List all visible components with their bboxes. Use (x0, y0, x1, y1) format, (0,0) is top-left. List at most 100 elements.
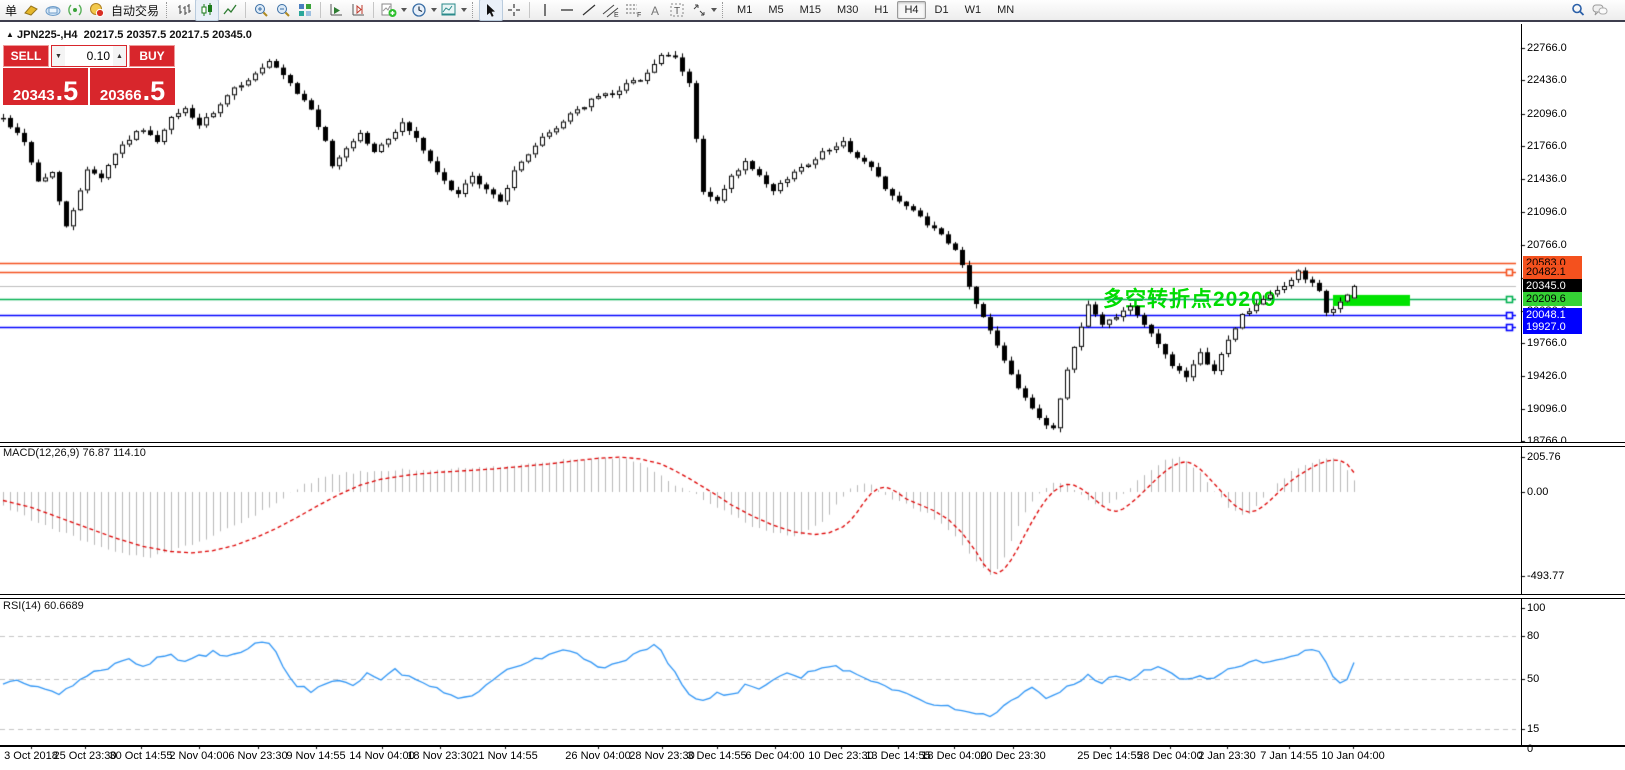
crosshair-icon[interactable] (503, 0, 525, 20)
time-axis-label: 3 Dec 14:55 (687, 750, 747, 762)
timeframe-m1[interactable]: M1 (737, 4, 753, 16)
periods-dropdown[interactable] (431, 6, 438, 15)
bar-chart-icon[interactable] (173, 0, 195, 20)
price-line-badge: 19927.0 (1523, 320, 1582, 335)
vertical-line-icon[interactable] (534, 0, 556, 20)
toolbar-grip[interactable] (472, 2, 475, 18)
rsi-axis-50: 50 (1527, 673, 1540, 685)
auto-trading-label[interactable]: 自动交易 (111, 3, 160, 18)
auto-scroll-icon[interactable] (325, 0, 347, 20)
zoom-in-icon[interactable] (250, 0, 272, 20)
macd-axis-max: 205.76 (1527, 451, 1561, 463)
new-order-button[interactable]: 单 (5, 3, 18, 18)
time-axis-label: 18 Nov 23:30 (407, 750, 473, 762)
fibonacci-icon[interactable]: F (622, 0, 644, 20)
search-icon[interactable] (1567, 0, 1589, 20)
time-axis-label: 28 Dec 04:00 (1137, 750, 1203, 762)
time-axis-label: 3 Oct 2018 (4, 750, 58, 762)
rsi-axis-0: 0 (1527, 743, 1534, 755)
time-axis-label: 14 Nov 04:00 (349, 750, 415, 762)
toolbar-grip[interactable] (166, 2, 169, 18)
toolbar-separator (245, 2, 247, 18)
buy-price[interactable]: 20366.5 (90, 68, 175, 105)
time-axis-label: 25 Dec 14:55 (1077, 750, 1143, 762)
time-axis-label: 10 Jan 04:00 (1321, 750, 1385, 762)
data-window-icon[interactable] (42, 0, 64, 20)
timeframe-mn[interactable]: MN (997, 4, 1015, 16)
pane-separator-macd[interactable] (0, 442, 1625, 447)
time-axis-label: 18 Dec 04:00 (921, 750, 987, 762)
timeframe-w1[interactable]: W1 (964, 4, 982, 16)
time-axis-label: 9 Nov 14:55 (286, 750, 346, 762)
templates-dropdown[interactable] (461, 6, 468, 15)
trendline-icon[interactable] (578, 0, 600, 20)
svg-text:A: A (651, 4, 659, 18)
one-click-trading-panel: SELL ▼ ▲ BUY 20343.5 20366.5 (3, 45, 175, 105)
ohlc-open: 20217.5 (83, 29, 124, 41)
new-chart-icon[interactable] (378, 0, 400, 20)
rsi-label: RSI(14) 60.6689 (3, 600, 84, 612)
chat-icon[interactable] (1589, 0, 1611, 20)
new-chart-dropdown[interactable] (401, 6, 408, 15)
timeframe-m5[interactable]: M5 (768, 4, 784, 16)
svg-text:E: E (614, 12, 619, 18)
volume-input[interactable] (65, 46, 113, 66)
toolbar-separator (320, 2, 322, 18)
timeframe-m30[interactable]: M30 (837, 4, 859, 16)
toolbar-grip[interactable] (722, 2, 725, 18)
timeframe-h4[interactable]: H4 (897, 1, 926, 19)
timeframe-d1[interactable]: D1 (934, 4, 949, 16)
collapse-triangle-icon[interactable]: ▲ (6, 30, 14, 39)
timeframe-m15[interactable]: M15 (799, 4, 821, 16)
templates-icon[interactable] (438, 0, 460, 20)
volume-decrease-button[interactable]: ▼ (52, 46, 65, 66)
macd-label: MACD(12,26,9) 76.87 114.10 (3, 447, 146, 459)
buy-button[interactable]: BUY (129, 45, 175, 67)
tile-windows-icon[interactable] (294, 0, 316, 20)
time-axis-label: 6 Nov 23:30 (228, 750, 288, 762)
text-tool-icon[interactable]: A (644, 0, 666, 20)
price-line-badge: 20482.1 (1523, 265, 1582, 280)
volume-increase-button[interactable]: ▲ (113, 46, 126, 66)
pane-separator-rsi[interactable] (0, 594, 1625, 599)
time-axis-label: 2 Jan 23:30 (1198, 750, 1256, 762)
price-line-badge: 20209.6 (1523, 292, 1582, 307)
time-axis-label: 25 Oct 23:30 (53, 750, 117, 762)
market-watch-icon[interactable] (20, 0, 42, 20)
time-axis-label: 7 Jan 14:55 (1260, 750, 1318, 762)
main-toolbar: 单 自动交易 (0, 0, 1625, 22)
line-chart-icon[interactable] (219, 0, 241, 20)
price-axis-line[interactable] (1521, 24, 1522, 745)
candlestick-chart-icon[interactable] (195, 0, 220, 21)
svg-text:T: T (674, 6, 680, 17)
cursor-icon[interactable] (479, 0, 504, 21)
macd-axis-min: -493.77 (1527, 569, 1565, 582)
time-axis-label: 2 Nov 04:00 (169, 750, 229, 762)
macd-axis-zero: 0.00 (1527, 486, 1549, 498)
time-axis-label: 6 Dec 04:00 (745, 750, 805, 762)
text-label-icon[interactable]: T (666, 0, 688, 20)
volume-spinner: ▼ ▲ (51, 45, 127, 67)
arrows-dropdown[interactable] (711, 6, 718, 15)
price-axis-tick: 21096.0 (1527, 206, 1567, 219)
price-axis-tick: 19096.0 (1527, 402, 1567, 415)
signals-icon[interactable] (64, 0, 86, 20)
time-axis-line (0, 745, 1625, 747)
timeframe-h1[interactable]: H1 (874, 4, 889, 16)
price-axis-tick: 19426.0 (1527, 370, 1567, 383)
time-axis-label: 10 Dec 23:30 (808, 750, 874, 762)
zoom-out-icon[interactable] (272, 0, 294, 20)
chart-shift-icon[interactable] (347, 0, 369, 20)
rsi-axis-100: 100 (1527, 602, 1546, 614)
equidistant-channel-icon[interactable]: E (600, 0, 622, 20)
auto-trading-icon[interactable] (86, 0, 108, 20)
arrows-tool-icon[interactable] (688, 0, 710, 20)
horizontal-line-icon[interactable] (556, 0, 578, 20)
sell-price[interactable]: 20343.5 (3, 68, 88, 105)
chart-symbol: JPN225-,H4 (16, 29, 78, 41)
sell-button[interactable]: SELL (3, 45, 49, 67)
ohlc-close: 20345.0 (212, 29, 252, 41)
periods-icon[interactable] (408, 0, 430, 20)
time-axis-label: 13 Dec 14:55 (865, 750, 931, 762)
